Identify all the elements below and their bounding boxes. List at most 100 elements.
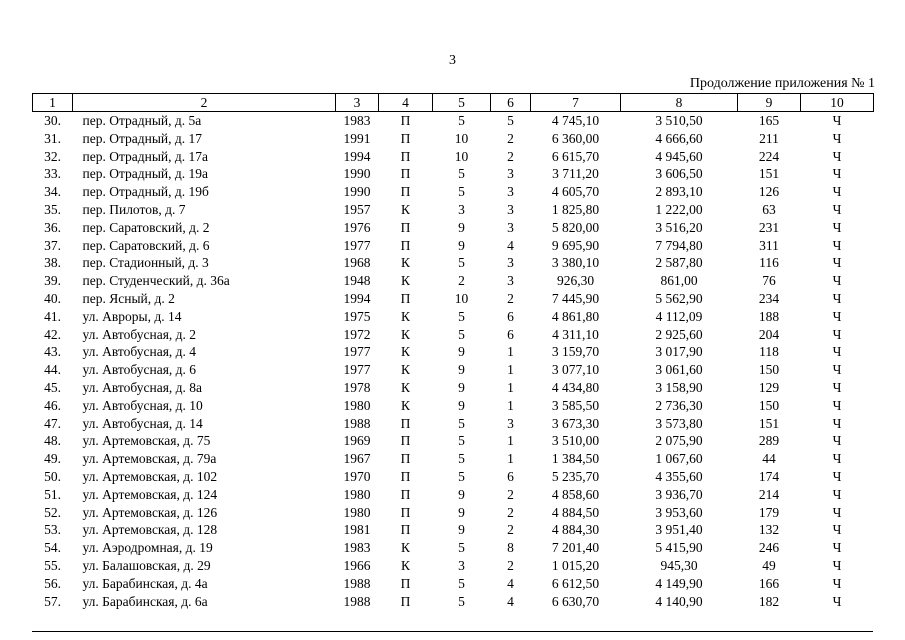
- table-cell: 2: [507, 557, 514, 573]
- table-cell: 3 077,10: [551, 362, 600, 378]
- table-cell: 5: [458, 166, 465, 182]
- table-cell: 224: [758, 148, 780, 164]
- table-cell: Ч: [832, 308, 842, 324]
- table-cell: 7 445,90: [551, 290, 600, 306]
- table-cell: Ч: [832, 504, 842, 520]
- table-cell: 41.: [44, 308, 61, 324]
- table-row: 43. ул. Автобусная, д. 4 1977 К 9 1 3 159,70 3 …: [33, 343, 874, 361]
- table-cell: Ч: [832, 166, 842, 182]
- table-cell: 4 149,90: [655, 575, 703, 591]
- table-cell: 6: [507, 326, 514, 342]
- table-cell: 1991: [343, 130, 371, 146]
- table-cell: ул. Артемовская, д. 75: [82, 433, 211, 449]
- table-cell: пер. Саратовский, д. 6: [82, 237, 210, 253]
- table-row: 48. ул. Артемовская, д. 75 1969 П 5 1 3 510,00…: [33, 432, 874, 450]
- table-cell: пер. Ясный, д. 2: [82, 290, 175, 306]
- table-cell: 1983: [343, 113, 371, 128]
- table-cell: 57.: [44, 593, 61, 609]
- table-cell: 5 820,00: [551, 219, 600, 235]
- column-header-6: 6: [490, 93, 531, 112]
- table-cell: Ч: [832, 344, 842, 360]
- table-cell: 31.: [44, 130, 61, 146]
- table-cell: 3: [507, 166, 514, 182]
- table-row: 39. пер. Студенческий, д. 36а 1948 К 2 3 926,3…: [33, 272, 874, 290]
- table-cell: 10: [454, 130, 469, 146]
- table-cell: К: [400, 273, 410, 289]
- table-cell: 234: [758, 290, 780, 306]
- table-cell: П: [400, 415, 411, 431]
- table-cell: П: [400, 433, 411, 449]
- table-cell: 4 434,80: [551, 379, 600, 395]
- table-cell: Ч: [832, 219, 842, 235]
- table-cell: ул. Автобусная, д. 10: [82, 397, 203, 413]
- table-cell: ул. Автобусная, д. 6: [82, 362, 197, 378]
- table-cell: 38.: [44, 255, 61, 271]
- table-row: 46. ул. Автобусная, д. 10 1980 К 9 1 3 585,50 2…: [33, 397, 874, 415]
- table-cell: ул. Аэродромная, д. 19: [82, 540, 213, 556]
- table-cell: 1990: [343, 166, 371, 182]
- table-cell: 32.: [44, 148, 61, 164]
- table-cell: 211: [759, 130, 779, 146]
- table-cell: К: [400, 557, 410, 573]
- table-cell: 3 711,20: [552, 166, 599, 182]
- table-cell: 7 201,40: [551, 540, 600, 556]
- table-cell: Ч: [832, 540, 842, 556]
- table-cell: 188: [758, 308, 780, 324]
- table-row: 42. ул. Автобусная, д. 2 1972 К 5 6 4 311,10 2 …: [33, 326, 874, 344]
- table-bottom-border: [32, 631, 873, 632]
- table-cell: 1988: [343, 593, 371, 609]
- table-cell: 52.: [44, 504, 61, 520]
- table-cell: 6: [507, 468, 514, 484]
- table-cell: 9 695,90: [551, 237, 600, 253]
- table-cell: 1970: [343, 468, 371, 484]
- table-cell: 861,00: [660, 273, 698, 289]
- table-cell: 76: [762, 273, 776, 289]
- table-cell: 7 794,80: [655, 237, 703, 253]
- table-cell: 43.: [44, 344, 61, 360]
- table-cell: 5: [458, 184, 465, 200]
- table-cell: ул. Артемовская, д. 79а: [82, 451, 217, 467]
- table-cell: 3 510,00: [551, 433, 600, 449]
- table-cell: 179: [758, 504, 780, 520]
- table-cell: пер. Отрадный, д. 19а: [82, 166, 209, 182]
- table-cell: Ч: [832, 184, 842, 200]
- table-header: 1 2 3 4 5 6 7 8 9 10: [32, 93, 874, 112]
- table-row: 45. ул. Автобусная, д. 8а 1978 К 9 1 4 434,80 3…: [33, 379, 874, 397]
- table-cell: 6 360,00: [551, 130, 600, 146]
- table-cell: 5: [458, 326, 465, 342]
- table-cell: Ч: [832, 255, 842, 271]
- table-cell: 204: [758, 326, 780, 342]
- table-row: 55. ул. Балашовская, д. 29 1966 К 3 2 1 015,20…: [33, 557, 874, 575]
- table-cell: пер. Саратовский, д. 2: [82, 219, 210, 235]
- table-cell: пер. Отрадный, д. 19б: [82, 184, 209, 200]
- table-cell: 151: [758, 415, 780, 431]
- table-cell: 1980: [343, 397, 371, 413]
- table-cell: 6: [507, 308, 514, 324]
- table-cell: 4 945,60: [655, 148, 703, 164]
- table-row: 53. ул. Артемовская, д. 128 1981 П 9 2 4 884,3…: [33, 521, 874, 539]
- table-cell: Ч: [832, 113, 842, 128]
- table-cell: ул. Артемовская, д. 126: [82, 504, 218, 520]
- table-cell: 3 380,10: [551, 255, 600, 271]
- table-cell: пер. Пилотов, д. 7: [82, 201, 186, 217]
- table-cell: 126: [758, 184, 780, 200]
- table-cell: 926,30: [556, 273, 595, 289]
- table-cell: 9: [458, 237, 465, 253]
- table-cell: К: [400, 344, 410, 360]
- table-cell: 1983: [343, 540, 371, 556]
- table-cell: 2: [507, 522, 514, 538]
- table-cell: ул. Артемовская, д. 102: [82, 468, 218, 484]
- table-row: 40. пер. Ясный, д. 2 1994 П 10 2 7 445,90 5 562…: [33, 290, 874, 308]
- table-cell: 36.: [44, 219, 61, 235]
- table-cell: 5: [458, 308, 465, 324]
- table-cell: Ч: [832, 557, 842, 573]
- table-cell: пер. Отрадный, д. 17а: [82, 148, 209, 164]
- table-cell: 2: [507, 130, 514, 146]
- table-cell: 9: [458, 486, 465, 502]
- table-cell: П: [400, 113, 411, 128]
- table-cell: 1975: [343, 308, 371, 324]
- table-cell: П: [400, 468, 411, 484]
- table-cell: 3: [458, 201, 465, 217]
- table-cell: П: [400, 130, 411, 146]
- table-cell: Ч: [832, 415, 842, 431]
